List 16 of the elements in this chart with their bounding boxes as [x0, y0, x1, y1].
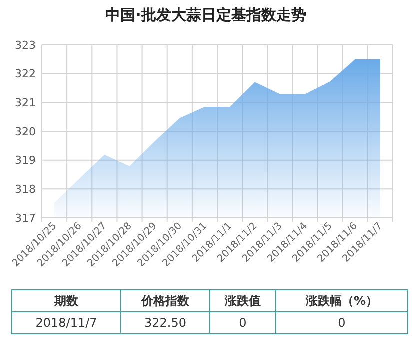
text: 2018/11/7: [36, 316, 98, 330]
y-tick-label: 323: [15, 38, 36, 52]
y-tick-label: 317: [15, 212, 36, 225]
text: 价格指数: [140, 294, 190, 308]
text: 0: [239, 316, 247, 330]
text: 0: [338, 316, 346, 330]
y-tick-label: 322: [15, 68, 36, 81]
text: 322.50: [144, 316, 186, 330]
y-tick-label: 321: [15, 96, 36, 110]
text: 涨跌值: [224, 294, 261, 308]
y-tick-label: 319: [15, 154, 36, 168]
text: 期数: [54, 294, 80, 308]
text: 涨跌幅（%）: [304, 294, 378, 308]
chart-title: 中国·批发大蒜日定基指数走势: [106, 6, 306, 24]
y-tick-label: 320: [15, 125, 36, 138]
y-tick-label: 318: [15, 183, 36, 196]
